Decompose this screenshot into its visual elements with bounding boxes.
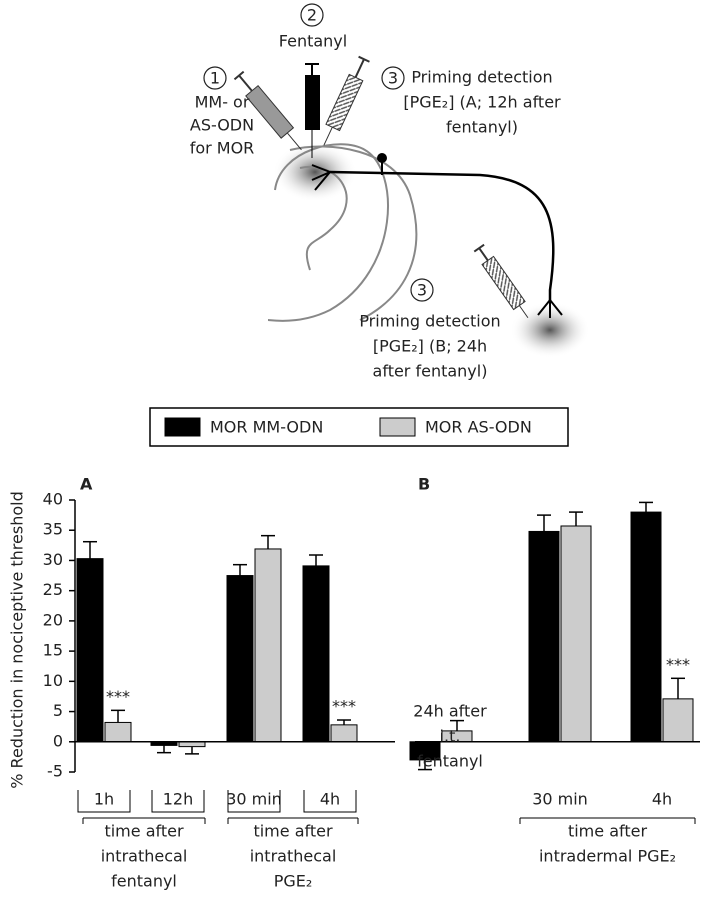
- group-label: time after: [253, 822, 333, 841]
- syringe: [323, 55, 370, 146]
- legend-label: MOR AS-ODN: [425, 418, 532, 437]
- step-circle: [203, 66, 227, 90]
- category-bracket: [151, 790, 205, 813]
- x-tick-label: 12h: [163, 790, 194, 809]
- step-label: [PGE₂] (A; 12h after: [403, 93, 561, 112]
- bar: [330, 724, 358, 743]
- y-tick-label: 15: [43, 641, 63, 660]
- significance: ***: [332, 697, 356, 716]
- x-tick-label: 30 min: [226, 790, 282, 809]
- x-tick-label: 1h: [94, 790, 114, 809]
- bar: [104, 721, 132, 743]
- spinal-cord: [289, 145, 418, 321]
- bar: [76, 558, 104, 743]
- y-axis-label: % Reduction in nociceptive threshold: [8, 491, 27, 788]
- y-tick-label: 0: [53, 731, 63, 750]
- legend-box: [149, 407, 569, 447]
- group-bracket: [82, 817, 206, 824]
- x-tick-label: 4h: [320, 790, 340, 809]
- bar: [302, 565, 330, 743]
- y-tick-label: 40: [43, 490, 63, 509]
- annotation: i.t.: [440, 727, 461, 746]
- bar: [662, 698, 694, 743]
- group-bracket: [519, 817, 696, 824]
- y-tick-label: 25: [43, 580, 63, 599]
- glow: [510, 302, 590, 358]
- step-circle: [300, 3, 324, 27]
- bar: [254, 548, 282, 743]
- legend-label: MOR MM-ODN: [210, 418, 323, 437]
- group-label: fentanyl: [111, 872, 177, 891]
- step-label: after fentanyl): [373, 362, 488, 381]
- legend-swatch: [379, 417, 416, 437]
- step-number: 2: [307, 6, 317, 25]
- step-number: 3: [388, 69, 398, 88]
- group-label: intrathecal: [250, 847, 337, 866]
- step-label: for MOR: [190, 139, 255, 158]
- step-circle: [410, 278, 434, 302]
- y-tick-label: 10: [43, 671, 63, 690]
- annotation: 24h after: [413, 702, 487, 721]
- y-tick-label: 5: [53, 701, 63, 720]
- significance: ***: [666, 655, 690, 674]
- step-label: Priming detection: [359, 312, 500, 331]
- group-label: intradermal PGE₂: [539, 847, 676, 866]
- annotation: fentanyl: [417, 752, 483, 771]
- step-label: AS-ODN: [190, 116, 254, 135]
- x-tick-label: 4h: [652, 790, 672, 809]
- neuron: [329, 170, 555, 300]
- step-circle: [381, 66, 405, 90]
- step-number: 1: [210, 69, 220, 88]
- step-label: [PGE₂] (B; 24h: [373, 337, 487, 356]
- panel-label: A: [80, 475, 93, 494]
- step-number: 3: [417, 281, 427, 300]
- y-tick-label: -5: [47, 762, 63, 781]
- y-tick-label: 35: [43, 520, 63, 539]
- group-label: time after: [568, 822, 648, 841]
- syringe: [233, 70, 302, 151]
- significance: ***: [106, 687, 130, 706]
- y-tick-label: 20: [43, 610, 63, 629]
- bar: [560, 525, 592, 743]
- group-label: PGE₂: [274, 872, 313, 891]
- syringe: [473, 243, 529, 319]
- category-bracket: [77, 790, 131, 813]
- bar: [226, 575, 254, 743]
- branch-end: [377, 153, 387, 163]
- group-bracket: [227, 817, 359, 824]
- y-tick-label: 30: [43, 550, 63, 569]
- group-label: time after: [104, 822, 184, 841]
- legend-swatch: [164, 417, 201, 437]
- glow: [273, 142, 357, 202]
- nerve-ending: [311, 164, 563, 318]
- bar: [528, 530, 560, 743]
- step-label: fentanyl): [446, 118, 518, 137]
- diagram: [233, 55, 590, 358]
- syringe: [305, 63, 320, 158]
- panel-label: B: [418, 475, 430, 494]
- step-label: MM- or: [195, 93, 250, 112]
- step-label: Priming detection: [411, 68, 552, 87]
- x-tick-label: 30 min: [532, 790, 588, 809]
- step-label: Fentanyl: [279, 32, 347, 51]
- category-bracket: [227, 790, 281, 813]
- bar: [630, 511, 662, 743]
- group-label: intrathecal: [101, 847, 188, 866]
- category-bracket: [303, 790, 357, 813]
